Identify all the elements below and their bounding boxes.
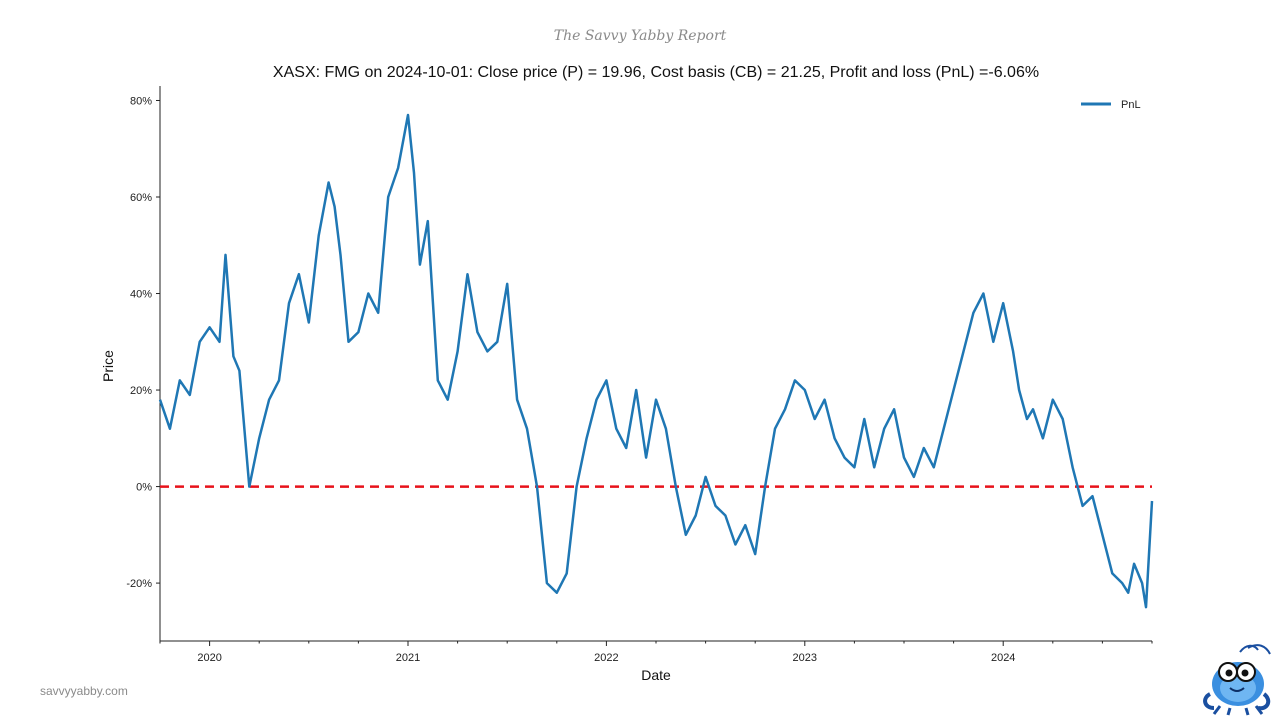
y-tick-label: 80%: [130, 95, 152, 107]
chart-marks: [158, 113, 1154, 609]
site-url: savvyyabby.com: [40, 684, 128, 698]
legend: PnL: [1081, 99, 1141, 111]
x-axis-title: Date: [641, 667, 671, 683]
x-tick-label: 2022: [594, 652, 618, 664]
y-tick-label: -20%: [126, 578, 152, 590]
legend-label-pnl: PnL: [1121, 99, 1141, 111]
y-tick-label: 40%: [130, 289, 152, 301]
x-tick-label: 2024: [991, 652, 1015, 664]
brand-title: The Savvy Yabby Report: [553, 28, 727, 44]
y-axis-title: Price: [100, 350, 116, 382]
series-line-pnl: [158, 113, 1154, 609]
y-tick-label: 0%: [136, 482, 152, 494]
x-tick-label: 2021: [396, 652, 420, 664]
x-tick-label: 2023: [793, 652, 817, 664]
y-tick-label: 20%: [130, 385, 152, 397]
chart-axes: -20% 0% 20% 40% 60% 80% 2020 2021 2022 2023 2024: [126, 86, 1153, 664]
y-tick-label: 60%: [130, 192, 152, 204]
chart-title: XASX: FMG on 2024-10-01: Close price (P)…: [273, 64, 1039, 81]
yabby-mascot-icon: [1203, 644, 1271, 716]
x-tick-label: 2020: [197, 652, 221, 664]
